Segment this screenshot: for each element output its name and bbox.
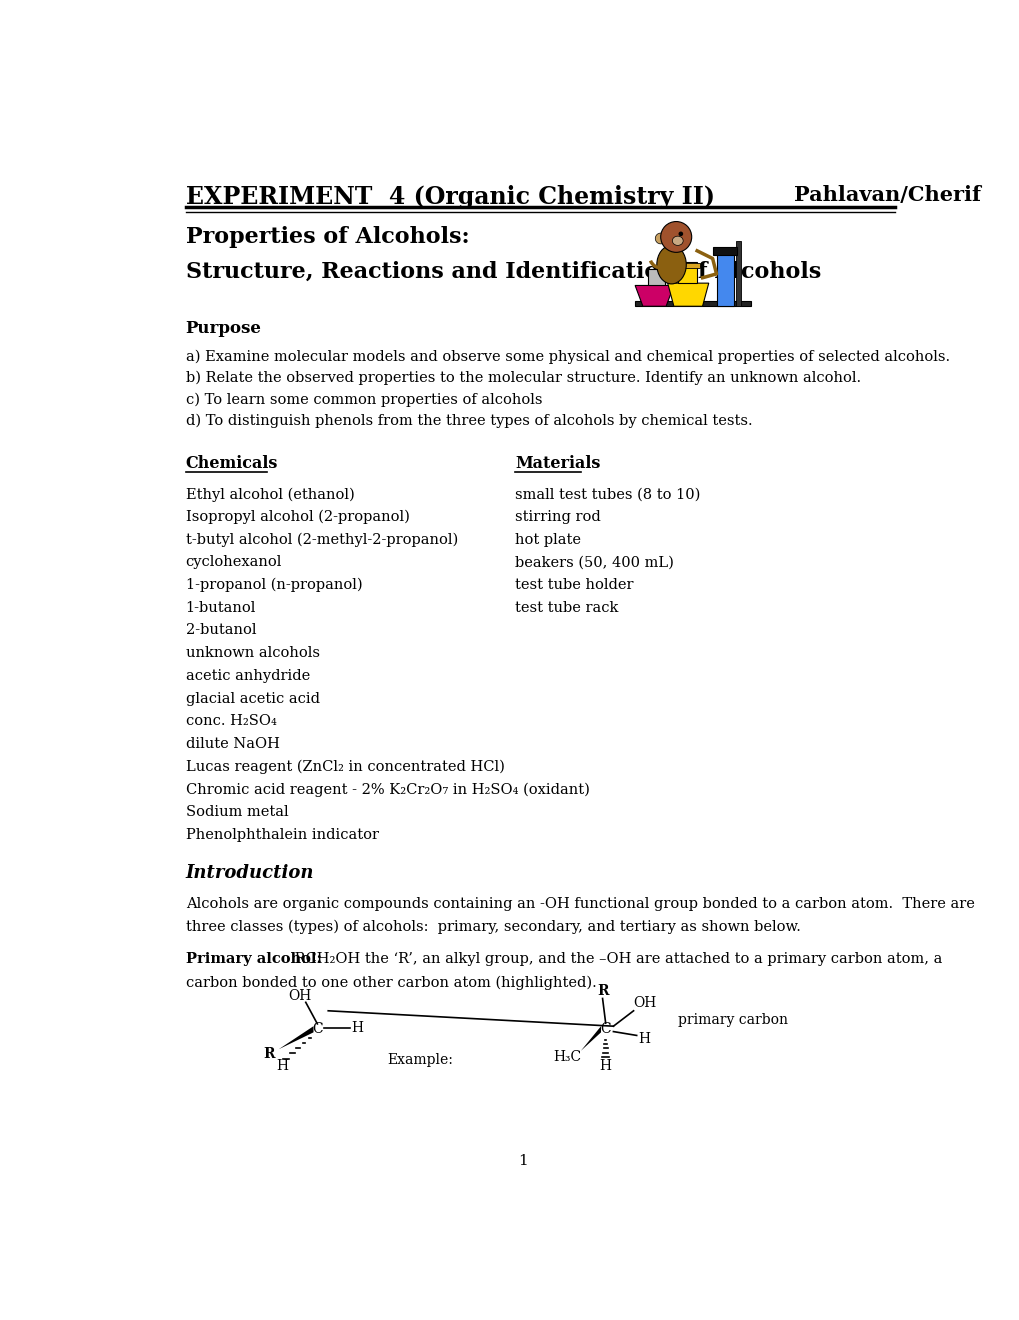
Text: Chromic acid reagent - 2% K₂Cr₂O₇ in H₂SO₄ (oxidant): Chromic acid reagent - 2% K₂Cr₂O₇ in H₂S… bbox=[185, 783, 589, 797]
Text: OH: OH bbox=[632, 997, 655, 1010]
Text: Introduction: Introduction bbox=[185, 865, 314, 883]
Text: acetic anhydride: acetic anhydride bbox=[185, 669, 310, 682]
Text: Properties of Alcohols:: Properties of Alcohols: bbox=[185, 226, 469, 248]
Text: H: H bbox=[638, 1031, 650, 1045]
Text: C: C bbox=[600, 1022, 610, 1036]
Text: Sodium metal: Sodium metal bbox=[185, 805, 288, 820]
Circle shape bbox=[678, 231, 683, 236]
Text: t-butyl alcohol (2-methyl-2-propanol): t-butyl alcohol (2-methyl-2-propanol) bbox=[185, 532, 458, 546]
Text: dilute NaOH: dilute NaOH bbox=[185, 737, 279, 751]
Circle shape bbox=[654, 234, 665, 244]
Circle shape bbox=[660, 222, 691, 252]
Text: cyclohexanol: cyclohexanol bbox=[185, 556, 281, 569]
Text: unknown alcohols: unknown alcohols bbox=[185, 647, 319, 660]
Text: glacial acetic acid: glacial acetic acid bbox=[185, 692, 319, 706]
Polygon shape bbox=[635, 285, 674, 306]
Text: H: H bbox=[599, 1059, 611, 1073]
Text: Lucas reagent (ZnCl₂ in concentrated HCl): Lucas reagent (ZnCl₂ in concentrated HCl… bbox=[185, 760, 504, 774]
Text: carbon bonded to one other carbon atom (highlighted).: carbon bonded to one other carbon atom (… bbox=[185, 975, 596, 990]
Bar bbox=[635, 301, 751, 306]
Bar bbox=[712, 247, 737, 255]
Text: Ethyl alcohol (ethanol): Ethyl alcohol (ethanol) bbox=[185, 487, 354, 502]
Text: Pahlavan/Cherif: Pahlavan/Cherif bbox=[793, 185, 980, 206]
Text: Primary alcohol:: Primary alcohol: bbox=[185, 952, 321, 966]
Text: OH: OH bbox=[288, 989, 312, 1003]
Polygon shape bbox=[278, 1026, 313, 1049]
Ellipse shape bbox=[672, 236, 683, 246]
Polygon shape bbox=[580, 1026, 600, 1051]
Polygon shape bbox=[667, 284, 708, 306]
Text: 1-propanol (n-propanol): 1-propanol (n-propanol) bbox=[185, 578, 362, 593]
Text: H: H bbox=[276, 1059, 288, 1073]
Bar bbox=[648, 268, 664, 285]
Text: Example:: Example: bbox=[387, 1053, 452, 1067]
Text: Phenolphthalein indicator: Phenolphthalein indicator bbox=[185, 828, 378, 842]
Text: R: R bbox=[263, 1047, 275, 1061]
Text: Purpose: Purpose bbox=[185, 321, 261, 337]
Bar bbox=[674, 263, 699, 268]
Text: three classes (types) of alcohols:  primary, secondary, and tertiary as shown be: three classes (types) of alcohols: prima… bbox=[185, 919, 800, 933]
Text: R: R bbox=[596, 983, 607, 998]
Text: Isopropyl alcohol (2-propanol): Isopropyl alcohol (2-propanol) bbox=[185, 510, 409, 524]
Text: C: C bbox=[312, 1022, 322, 1036]
Ellipse shape bbox=[656, 246, 686, 284]
Text: b) Relate the observed properties to the molecular structure. Identify an unknow: b) Relate the observed properties to the… bbox=[185, 371, 860, 385]
Text: 1: 1 bbox=[518, 1154, 527, 1168]
Text: H: H bbox=[352, 1020, 364, 1035]
Text: Materials: Materials bbox=[515, 455, 600, 471]
Text: Alcohols are organic compounds containing an -OH functional group bonded to a ca: Alcohols are organic compounds containin… bbox=[185, 896, 973, 911]
Text: hot plate: hot plate bbox=[515, 532, 581, 546]
Text: beakers (50, 400 mL): beakers (50, 400 mL) bbox=[515, 556, 674, 569]
Text: H₃C: H₃C bbox=[552, 1049, 581, 1064]
Text: c) To learn some common properties of alcohols: c) To learn some common properties of al… bbox=[185, 392, 541, 407]
Text: 2-butanol: 2-butanol bbox=[185, 623, 256, 638]
Text: EXPERIMENT  4 (Organic Chemistry II): EXPERIMENT 4 (Organic Chemistry II) bbox=[185, 185, 714, 210]
Bar bbox=[677, 261, 696, 284]
Text: conc. H₂SO₄: conc. H₂SO₄ bbox=[185, 714, 276, 729]
Text: Chemicals: Chemicals bbox=[185, 455, 278, 471]
Text: test tube holder: test tube holder bbox=[515, 578, 633, 593]
Text: 1-butanol: 1-butanol bbox=[185, 601, 256, 615]
Text: a) Examine molecular models and observe some physical and chemical properties of: a) Examine molecular models and observe … bbox=[185, 350, 949, 364]
Text: stirring rod: stirring rod bbox=[515, 510, 600, 524]
Text: test tube rack: test tube rack bbox=[515, 601, 618, 615]
Text: RCH₂OH the ‘R’, an alkyl group, and the –OH are attached to a primary carbon ato: RCH₂OH the ‘R’, an alkyl group, and the … bbox=[290, 952, 942, 966]
Text: d) To distinguish phenols from the three types of alcohols by chemical tests.: d) To distinguish phenols from the three… bbox=[185, 414, 752, 429]
Bar bbox=[735, 240, 741, 306]
Text: Structure, Reactions and Identification of Alcohols: Structure, Reactions and Identification … bbox=[185, 261, 820, 282]
Text: small test tubes (8 to 10): small test tubes (8 to 10) bbox=[515, 487, 700, 502]
Bar bbox=[715, 251, 733, 306]
Text: primary carbon: primary carbon bbox=[677, 1012, 787, 1027]
